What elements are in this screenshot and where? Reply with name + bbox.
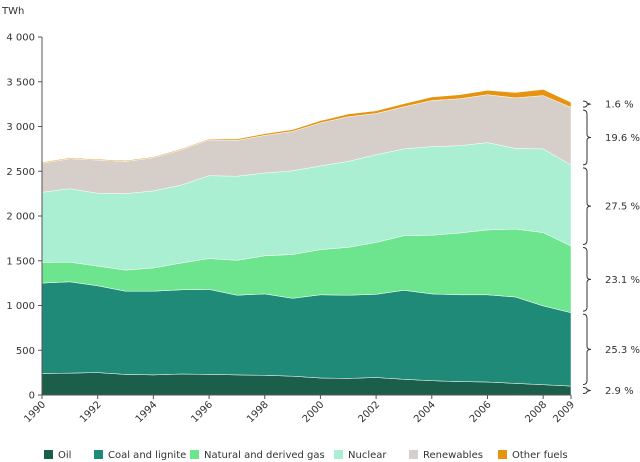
legend-swatch-nuclear bbox=[334, 450, 343, 459]
share-label: 1.6 % bbox=[605, 100, 634, 111]
share-brackets: 1.6 % 19.6 % 27.5 % 23.1 % 25.3 % 2.9 % bbox=[582, 100, 640, 397]
legend-swatch-oil bbox=[44, 450, 53, 459]
area-layers bbox=[41, 89, 572, 396]
x-tick-label: 2009 bbox=[551, 399, 577, 425]
y-tick-label: 3 000 bbox=[6, 122, 35, 133]
x-tick-label: 1996 bbox=[189, 399, 215, 425]
x-tick-label: 2004 bbox=[412, 399, 438, 425]
y-tick-label: 1 500 bbox=[6, 256, 35, 267]
y-axis-label: TWh bbox=[1, 6, 24, 17]
y-tick-label: 2 500 bbox=[6, 167, 35, 178]
y-tick-label: 1 000 bbox=[6, 301, 35, 312]
y-tick-label: 4 000 bbox=[6, 33, 35, 44]
x-tick-label: 1998 bbox=[245, 399, 271, 425]
legend-label-natural-and-derived-gas: Natural and derived gas bbox=[204, 450, 325, 461]
y-axis-ticks: 0 500 1 000 1 500 2 000 2 500 3 000 3 500 4 000 bbox=[6, 33, 42, 402]
y-tick-label: 2 000 bbox=[6, 212, 35, 223]
x-tick-label: 2000 bbox=[301, 399, 327, 425]
share-bracket bbox=[582, 109, 592, 166]
y-tick-label: 0 bbox=[29, 391, 35, 402]
legend-swatch-renewables bbox=[409, 450, 418, 459]
share-bracket bbox=[582, 167, 592, 245]
area-other-fuels bbox=[41, 89, 572, 164]
x-tick-label: 1990 bbox=[22, 399, 48, 425]
legend-label-coal-and-lignite: Coal and lignite bbox=[108, 450, 186, 461]
x-tick-label: 1992 bbox=[78, 399, 104, 425]
legend-swatch-natural-and-derived-gas bbox=[190, 450, 199, 459]
legend-label-renewables: Renewables bbox=[423, 450, 483, 461]
share-label: 2.9 % bbox=[605, 386, 634, 397]
legend-label-nuclear: Nuclear bbox=[348, 450, 387, 461]
share-label: 23.1 % bbox=[605, 275, 640, 286]
area-coal-and-lignite bbox=[41, 281, 572, 387]
share-bracket bbox=[582, 313, 592, 386]
share-bracket bbox=[582, 387, 592, 394]
x-tick-label: 1994 bbox=[134, 399, 160, 425]
share-label: 25.3 % bbox=[605, 345, 640, 356]
share-bracket bbox=[582, 246, 592, 312]
y-tick-label: 500 bbox=[16, 346, 35, 357]
share-label: 19.6 % bbox=[605, 133, 640, 144]
x-axis-ticks: 1990 1992 1994 1996 1998 2000 2002 2004 2006 2008… bbox=[22, 395, 577, 425]
legend-label-other-fuels: Other fuels bbox=[512, 450, 568, 461]
legend: Oil Coal and lignite Natural and derived g… bbox=[44, 450, 568, 461]
y-tick-label: 3 500 bbox=[6, 77, 35, 88]
x-tick-label: 2006 bbox=[468, 399, 494, 425]
legend-swatch-coal-and-lignite bbox=[94, 450, 103, 459]
share-label: 27.5 % bbox=[605, 202, 640, 213]
legend-label-oil: Oil bbox=[58, 450, 71, 461]
legend-swatch-other-fuels bbox=[498, 450, 507, 459]
x-tick-label: 2002 bbox=[356, 399, 382, 425]
share-bracket bbox=[582, 100, 592, 108]
x-tick-label: 2008 bbox=[524, 399, 550, 425]
